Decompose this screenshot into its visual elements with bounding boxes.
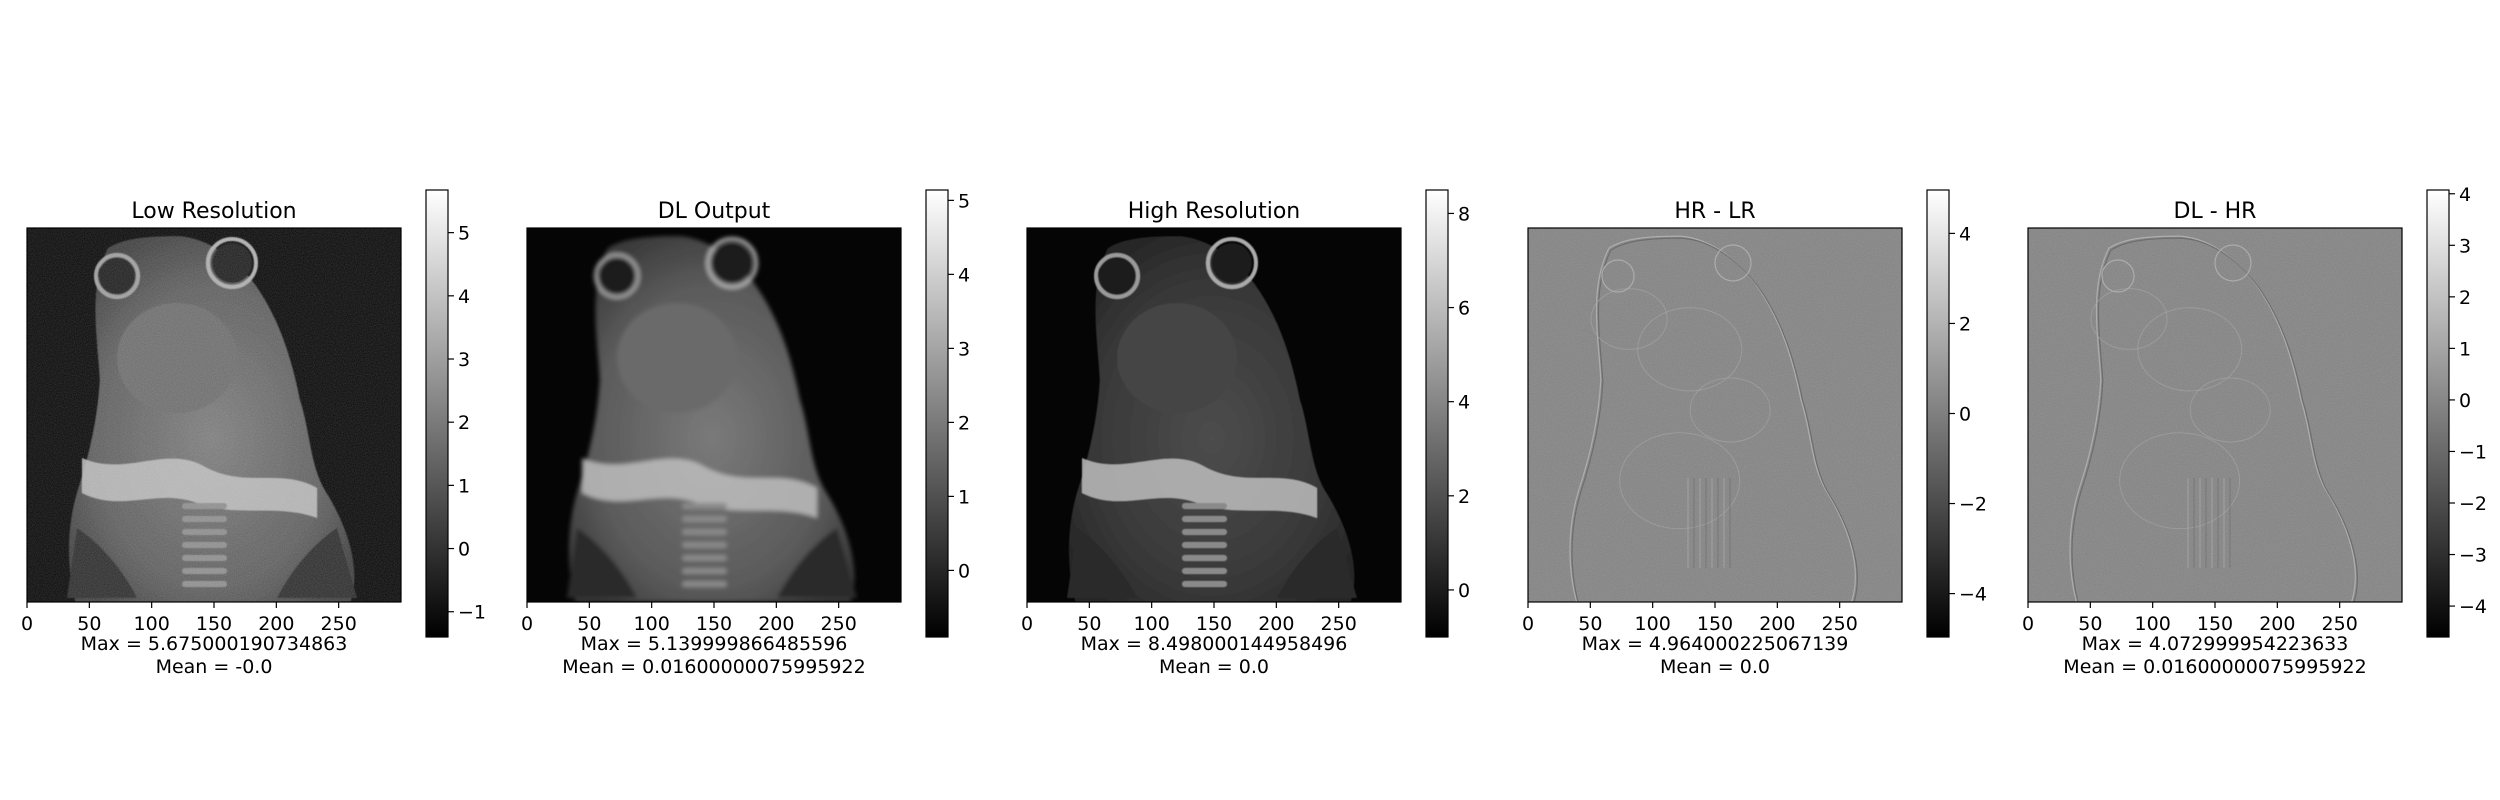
x-tick-label: 250 bbox=[821, 613, 857, 635]
x-tick-label: 100 bbox=[1635, 613, 1671, 635]
colorbar-tick-label: 3 bbox=[958, 338, 970, 360]
x-tick-label: 200 bbox=[258, 613, 294, 635]
panel-title: Low Resolution bbox=[131, 199, 296, 224]
mean-label: Mean = -0.0 bbox=[156, 656, 273, 678]
x-tick-label: 250 bbox=[2322, 613, 2358, 635]
colorbar-tick-label: −3 bbox=[2459, 545, 2487, 567]
colorbar-tick-label: −2 bbox=[1959, 494, 1987, 516]
colorbar-tick-label: 4 bbox=[1458, 392, 1470, 414]
max-label: Max = 5.139999866485596 bbox=[581, 633, 848, 655]
x-tick-label: 100 bbox=[634, 613, 670, 635]
colorbar: −4 −2 0 2 4 bbox=[1926, 189, 1987, 638]
x-tick-label: 250 bbox=[1321, 613, 1357, 635]
mean-label: Mean = 0.01600000075995922 bbox=[562, 656, 865, 678]
colorbar-tick-label: 4 bbox=[458, 286, 470, 308]
mri-image bbox=[526, 227, 902, 603]
colorbar-tick-label: 1 bbox=[458, 475, 470, 497]
x-tick-label: 0 bbox=[21, 613, 33, 635]
colorbar-tick-label: 5 bbox=[458, 223, 470, 245]
x-tick-label: 200 bbox=[2259, 613, 2295, 635]
x-tick-label: 250 bbox=[1822, 613, 1858, 635]
mri-image bbox=[26, 227, 402, 603]
colorbar: 0 2 4 6 8 bbox=[1425, 189, 1470, 638]
x-tick-label: 100 bbox=[2135, 613, 2171, 635]
x-tick-label: 100 bbox=[134, 613, 170, 635]
colorbar-tick-label: 1 bbox=[2459, 338, 2471, 360]
mean-label: Mean = 0.0 bbox=[1660, 656, 1770, 678]
colorbar-tick-label: 2 bbox=[1959, 313, 1971, 335]
x-tick-label: 50 bbox=[577, 613, 601, 635]
colorbar-tick-label: 4 bbox=[2459, 184, 2471, 206]
max-label: Max = 4.964000225067139 bbox=[1582, 633, 1849, 655]
x-tick-label: 100 bbox=[1134, 613, 1170, 635]
colorbar-tick-label: 3 bbox=[458, 349, 470, 371]
x-tick-label: 0 bbox=[2022, 613, 2034, 635]
panel-title: HR - LR bbox=[1674, 199, 1755, 224]
x-tick-label: 150 bbox=[1196, 613, 1232, 635]
x-tick-label: 50 bbox=[1077, 613, 1101, 635]
colorbar-tick-label: 4 bbox=[1959, 223, 1971, 245]
x-tick-label: 150 bbox=[696, 613, 732, 635]
colorbar-tick-label: 0 bbox=[958, 560, 970, 582]
x-tick-label: 200 bbox=[1258, 613, 1294, 635]
max-label: Max = 8.498000144958496 bbox=[1081, 633, 1348, 655]
colorbar-tick-label: 1 bbox=[958, 486, 970, 508]
panel-title: DL Output bbox=[658, 199, 771, 224]
panel-title: DL - HR bbox=[2174, 199, 2257, 224]
x-tick-label: 0 bbox=[1522, 613, 1534, 635]
mri-image bbox=[1527, 227, 1903, 603]
colorbar: −4 −3 −2 −1 0 1 2 3 4 bbox=[2426, 184, 2487, 638]
mean-label: Mean = 0.0 bbox=[1159, 656, 1269, 678]
colorbar-tick-label: 8 bbox=[1458, 203, 1470, 225]
mri-image bbox=[2027, 227, 2403, 603]
x-tick-label: 150 bbox=[196, 613, 232, 635]
x-tick-label: 200 bbox=[758, 613, 794, 635]
colorbar-tick-label: −4 bbox=[1959, 584, 1987, 606]
colorbar-tick-label: 4 bbox=[958, 264, 970, 286]
colorbar-tick-label: 2 bbox=[958, 412, 970, 434]
x-tick-label: 250 bbox=[321, 613, 357, 635]
colorbar-tick-label: 0 bbox=[458, 539, 470, 561]
colorbar: 0 1 2 3 4 5 bbox=[925, 189, 970, 638]
colorbar-tick-label: 3 bbox=[2459, 235, 2471, 257]
x-tick-label: 50 bbox=[77, 613, 101, 635]
x-tick-label: 150 bbox=[1697, 613, 1733, 635]
colorbar-tick-label: 5 bbox=[958, 190, 970, 212]
colorbar-tick-label: −1 bbox=[2459, 441, 2487, 463]
colorbar-tick-label: 0 bbox=[1959, 404, 1971, 426]
mri-image bbox=[1026, 227, 1402, 603]
colorbar-tick-label: −1 bbox=[458, 602, 486, 624]
colorbar-tick-label: 6 bbox=[1458, 298, 1470, 320]
x-tick-label: 0 bbox=[521, 613, 533, 635]
max-label: Max = 4.072999954223633 bbox=[2082, 633, 2349, 655]
colorbar-tick-label: 0 bbox=[1458, 580, 1470, 602]
colorbar-tick-label: 2 bbox=[458, 412, 470, 434]
max-label: Max = 5.675000190734863 bbox=[81, 633, 348, 655]
colorbar-tick-label: 2 bbox=[2459, 287, 2471, 309]
panel-title: High Resolution bbox=[1128, 199, 1301, 224]
colorbar-tick-label: −2 bbox=[2459, 493, 2487, 515]
colorbar-tick-label: 2 bbox=[1458, 486, 1470, 508]
colorbar-tick-label: 0 bbox=[2459, 390, 2471, 412]
mean-label: Mean = 0.01600000075995922 bbox=[2063, 656, 2366, 678]
colorbar-tick-label: −4 bbox=[2459, 596, 2487, 618]
x-tick-label: 150 bbox=[2197, 613, 2233, 635]
x-tick-label: 50 bbox=[2078, 613, 2102, 635]
x-tick-label: 0 bbox=[1021, 613, 1033, 635]
x-tick-label: 200 bbox=[1759, 613, 1795, 635]
x-tick-label: 50 bbox=[1578, 613, 1602, 635]
colorbar: −1 0 1 2 3 4 5 bbox=[425, 189, 486, 638]
